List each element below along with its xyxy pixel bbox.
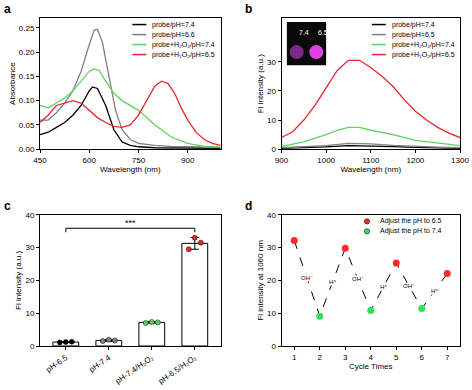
svg-text:6: 6 (420, 353, 425, 362)
svg-text:probe+H₂O₂/pH=6.5: probe+H₂O₂/pH=6.5 (392, 51, 455, 59)
svg-text:H⁺: H⁺ (329, 279, 337, 285)
svg-text:a: a (4, 2, 11, 16)
svg-text:900: 900 (275, 156, 289, 165)
svg-text:Absorbance: Absorbance (8, 62, 17, 105)
svg-text:Fl intensity at 1060 nm: Fl intensity at 1060 nm (256, 240, 265, 321)
svg-text:0: 0 (30, 342, 35, 351)
svg-text:600: 600 (83, 156, 97, 165)
svg-text:***: *** (125, 218, 136, 228)
svg-text:0.10: 0.10 (19, 96, 35, 105)
svg-text:probe/pH=7.4: probe/pH=7.4 (392, 21, 435, 29)
svg-text:1: 1 (292, 353, 297, 362)
svg-text:probe/pH=7.4: probe/pH=7.4 (152, 21, 195, 29)
svg-text:b: b (245, 2, 252, 16)
svg-text:OH⁻: OH⁻ (352, 276, 364, 282)
svg-text:0: 0 (271, 145, 276, 154)
svg-text:750: 750 (132, 156, 146, 165)
svg-text:pH-7.4: pH-7.4 (87, 353, 112, 374)
svg-text:probe+H₂O₂/pH=7.4: probe+H₂O₂/pH=7.4 (152, 41, 215, 49)
svg-text:7.4: 7.4 (299, 29, 309, 36)
svg-text:OH⁻: OH⁻ (403, 283, 415, 289)
svg-text:H⁺: H⁺ (431, 288, 439, 294)
svg-text:pH-6.5: pH-6.5 (44, 353, 69, 374)
svg-text:5: 5 (394, 353, 399, 362)
svg-text:1200: 1200 (406, 156, 424, 165)
svg-text:40: 40 (25, 211, 34, 220)
svg-text:Cycle Times: Cycle Times (349, 362, 393, 371)
svg-text:d: d (245, 199, 252, 213)
svg-text:Fl intensity (a.u.): Fl intensity (a.u.) (256, 54, 265, 113)
svg-text:40: 40 (267, 211, 276, 220)
svg-text:10: 10 (267, 309, 276, 318)
svg-text:probe+H₂O₂/pH=6.5: probe+H₂O₂/pH=6.5 (152, 51, 215, 59)
svg-text:H⁺: H⁺ (380, 284, 388, 290)
svg-text:6.5: 6.5 (318, 29, 328, 36)
svg-text:7: 7 (445, 353, 450, 362)
svg-text:450: 450 (33, 156, 47, 165)
svg-text:30: 30 (267, 243, 276, 252)
svg-text:Adjust the pH to 6.5: Adjust the pH to 6.5 (380, 217, 442, 225)
svg-text:30: 30 (25, 243, 34, 252)
svg-text:0.05: 0.05 (19, 121, 35, 130)
svg-text:1300: 1300 (451, 156, 469, 165)
svg-text:0: 0 (271, 342, 276, 351)
svg-text:0.00: 0.00 (19, 145, 35, 154)
svg-text:20: 20 (267, 87, 276, 96)
svg-text:probe/pH=6.6: probe/pH=6.6 (152, 31, 195, 39)
svg-text:20: 20 (267, 276, 276, 285)
svg-text:2: 2 (318, 353, 323, 362)
svg-text:30: 30 (267, 58, 276, 67)
svg-text:Wavelength (nm): Wavelength (nm) (340, 165, 401, 174)
svg-text:probe+H₂O₂/pH=7.4: probe+H₂O₂/pH=7.4 (392, 41, 455, 49)
svg-text:pH-7.4/H₂O₂: pH-7.4/H₂O₂ (114, 353, 156, 386)
svg-text:900: 900 (181, 156, 195, 165)
svg-text:3: 3 (343, 353, 348, 362)
svg-text:Fl intensity (a.u.): Fl intensity (a.u.) (14, 251, 23, 310)
svg-text:0.20: 0.20 (19, 48, 35, 57)
svg-text:1000: 1000 (317, 156, 335, 165)
svg-text:c: c (4, 199, 11, 213)
svg-text:1100: 1100 (362, 156, 380, 165)
svg-text:pH-6.5/H₂O₂: pH-6.5/H₂O₂ (157, 353, 199, 386)
svg-text:20: 20 (25, 276, 34, 285)
svg-text:Wavelength (nm): Wavelength (nm) (100, 165, 161, 174)
svg-text:OH⁻: OH⁻ (301, 275, 313, 281)
svg-text:10: 10 (25, 309, 34, 318)
svg-text:10: 10 (267, 116, 276, 125)
svg-text:0.25: 0.25 (19, 24, 35, 33)
svg-text:probe/pH=6.5: probe/pH=6.5 (392, 31, 435, 39)
svg-text:Adjust the pH to 7.4: Adjust the pH to 7.4 (380, 227, 442, 235)
svg-text:4: 4 (369, 353, 374, 362)
svg-text:0.15: 0.15 (19, 72, 35, 81)
